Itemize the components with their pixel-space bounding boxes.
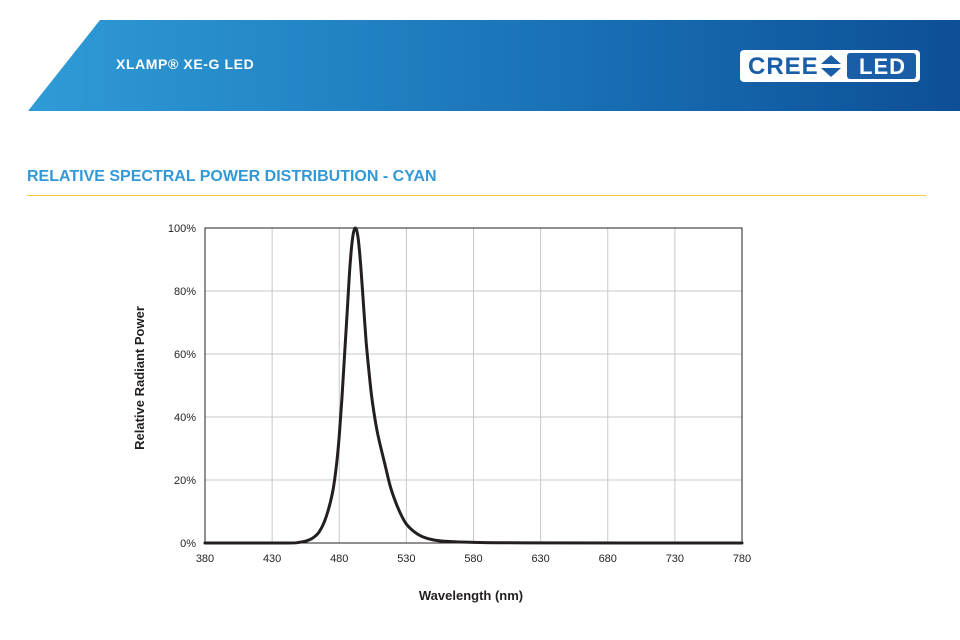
x-tick-label: 580 (464, 553, 482, 565)
x-tick-label: 780 (733, 553, 751, 565)
y-tick-label: 40% (174, 412, 196, 424)
logo-led-text: LED (859, 54, 906, 79)
x-tick-label: 480 (330, 553, 348, 565)
x-tick-label: 630 (531, 553, 549, 565)
logo-diamond-icon (821, 55, 841, 77)
x-tick-label: 380 (196, 553, 214, 565)
section-divider (27, 195, 926, 196)
x-axis-label: Wavelength (nm) (419, 588, 523, 603)
cree-led-logo: CREE LED (740, 50, 920, 82)
y-tick-labels: 0% 20% 40% 60% 80% 100% (168, 223, 196, 550)
y-axis-label: Relative Radiant Power (132, 306, 147, 450)
y-tick-label: 20% (174, 475, 196, 487)
y-tick-label: 100% (168, 223, 196, 235)
y-tick-label: 80% (174, 286, 196, 298)
y-tick-label: 60% (174, 349, 196, 361)
header-title: XLAMP® XE-G LED (116, 56, 255, 72)
y-tick-label: 0% (180, 538, 196, 550)
logo-led-badge: LED (847, 53, 916, 79)
x-tick-label: 530 (397, 553, 415, 565)
series-line (203, 226, 744, 545)
x-tick-label: 430 (263, 553, 281, 565)
x-tick-label: 730 (666, 553, 684, 565)
x-tick-label: 680 (599, 553, 617, 565)
section-title: RELATIVE SPECTRAL POWER DISTRIBUTION - C… (27, 168, 437, 185)
chart-grid (205, 228, 742, 543)
logo-cree-text: CREE (748, 53, 819, 80)
x-tick-labels: 380 430 480 530 580 630 680 730 780 (196, 553, 751, 565)
